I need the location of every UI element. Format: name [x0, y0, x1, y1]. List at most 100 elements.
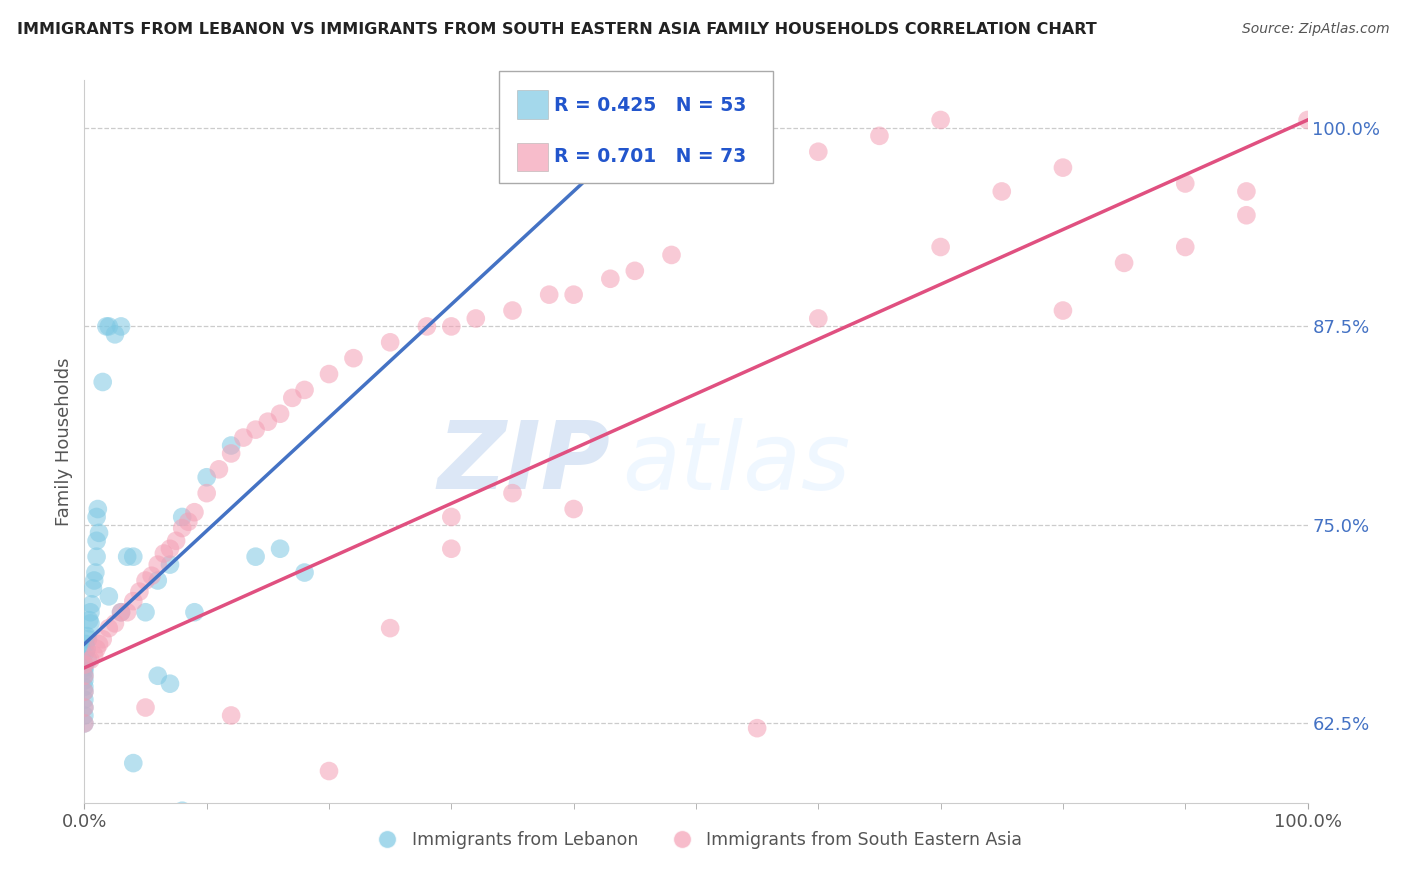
Point	[73, 708, 96, 723]
Point	[73, 657, 96, 672]
Point	[115, 549, 138, 564]
Point	[110, 605, 132, 619]
Point	[440, 541, 463, 556]
Point	[1114, 256, 1136, 270]
Point	[1236, 208, 1258, 222]
Point	[87, 502, 110, 516]
Point	[245, 549, 267, 564]
Point	[76, 641, 98, 656]
Point	[869, 128, 891, 143]
Point	[73, 692, 96, 706]
Point	[77, 613, 100, 627]
Point	[342, 351, 364, 366]
Point	[80, 597, 103, 611]
Point	[86, 891, 108, 892]
Point	[172, 510, 194, 524]
Point	[294, 566, 316, 580]
Point	[208, 462, 231, 476]
Point	[104, 327, 127, 342]
Point	[91, 632, 114, 647]
Point	[76, 629, 98, 643]
Point	[115, 605, 138, 619]
Point	[1296, 113, 1319, 128]
Point	[77, 653, 100, 667]
Text: ZIP: ZIP	[437, 417, 610, 509]
Point	[73, 669, 96, 683]
Point	[195, 486, 218, 500]
Point	[110, 605, 132, 619]
Point	[807, 311, 830, 326]
Point	[464, 311, 486, 326]
Point	[104, 616, 127, 631]
Text: R = 0.701   N = 73: R = 0.701 N = 73	[554, 147, 747, 167]
Point	[183, 605, 205, 619]
Point	[380, 335, 402, 350]
Point	[73, 700, 96, 714]
Point	[73, 700, 96, 714]
Point	[110, 319, 132, 334]
Point	[440, 319, 463, 334]
Point	[79, 653, 101, 667]
Point	[82, 582, 104, 596]
Point	[141, 568, 163, 582]
Point	[281, 391, 304, 405]
Point	[135, 574, 157, 588]
Point	[87, 525, 110, 540]
Point	[416, 319, 439, 334]
Point	[257, 415, 280, 429]
Point	[1052, 161, 1074, 175]
Point	[83, 648, 105, 662]
Point	[159, 558, 181, 572]
Point	[562, 502, 585, 516]
Point	[135, 605, 157, 619]
Point	[1052, 303, 1074, 318]
Point	[599, 272, 621, 286]
Point	[73, 669, 96, 683]
Point	[86, 549, 108, 564]
Point	[73, 684, 96, 698]
Point	[380, 621, 402, 635]
Point	[747, 721, 769, 735]
Point	[440, 510, 463, 524]
Text: R = 0.425   N = 53: R = 0.425 N = 53	[554, 95, 747, 115]
Point	[73, 716, 96, 731]
Text: Source: ZipAtlas.com: Source: ZipAtlas.com	[1241, 22, 1389, 37]
Point	[96, 319, 118, 334]
Point	[661, 248, 683, 262]
Point	[77, 632, 100, 647]
Point	[159, 676, 181, 690]
Point	[153, 547, 176, 561]
Point	[183, 505, 205, 519]
Point	[219, 446, 242, 460]
Point	[538, 287, 561, 301]
Point	[79, 616, 101, 631]
Point	[219, 708, 242, 723]
Text: atlas: atlas	[623, 417, 851, 508]
Point	[86, 510, 108, 524]
Point	[135, 700, 157, 714]
Point	[562, 287, 585, 301]
Point	[146, 558, 169, 572]
Point	[232, 431, 254, 445]
Point	[1174, 177, 1197, 191]
Point	[1236, 185, 1258, 199]
Point	[177, 515, 200, 529]
Point	[172, 521, 194, 535]
Point	[97, 590, 120, 604]
Point	[97, 319, 120, 334]
Point	[269, 541, 291, 556]
Point	[269, 407, 291, 421]
Point	[1174, 240, 1197, 254]
Legend: Immigrants from Lebanon, Immigrants from South Eastern Asia: Immigrants from Lebanon, Immigrants from…	[363, 823, 1029, 855]
Point	[146, 574, 169, 588]
Point	[807, 145, 830, 159]
Y-axis label: Family Households: Family Households	[55, 358, 73, 525]
Point	[122, 756, 145, 770]
Point	[86, 533, 108, 548]
Point	[128, 584, 150, 599]
Point	[159, 541, 181, 556]
Point	[75, 645, 97, 659]
Point	[318, 764, 340, 778]
Point	[73, 680, 96, 694]
Point	[195, 470, 218, 484]
